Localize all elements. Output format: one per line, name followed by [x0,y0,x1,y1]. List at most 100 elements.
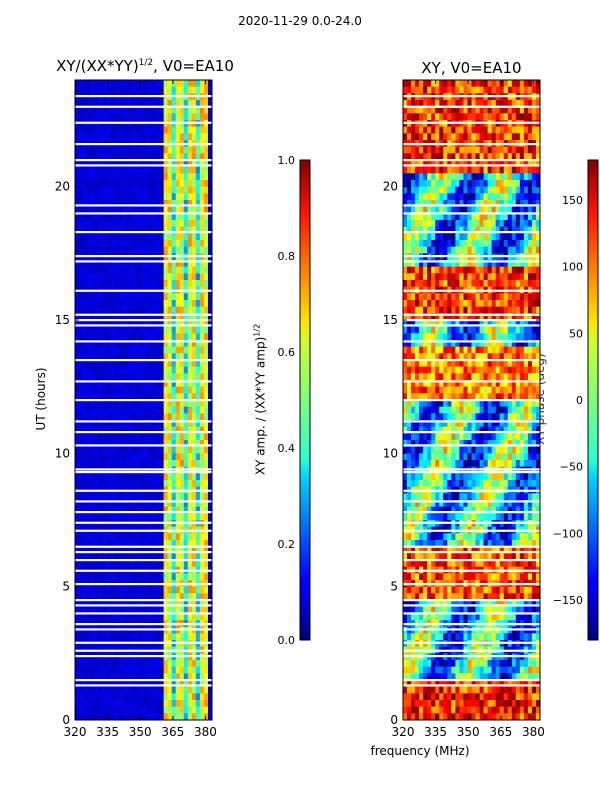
heatmap-cell [471,373,476,381]
heatmap-cell [103,406,108,414]
heatmap-cell [91,386,96,394]
heatmap-cell [119,126,124,134]
heatmap-cell [191,126,197,134]
heatmap-cell [187,586,193,594]
heatmap-cell [143,246,148,254]
heatmap-cell [531,200,537,208]
heatmap-cell [519,173,525,181]
heatmap-cell [75,146,80,154]
heatmap-cell [411,393,416,401]
heatmap-cell [115,320,120,328]
heatmap-cell [203,660,209,668]
heatmap-cell [191,186,197,194]
heatmap-cell [123,260,128,268]
heatmap-cell [463,100,468,108]
heatmap-cell [207,100,213,108]
heatmap-cell [207,226,213,234]
heatmap-cell [527,386,533,394]
heatmap-cell [119,600,124,608]
heatmap-cell [199,133,205,141]
heatmap-cell [75,333,80,341]
heatmap-cell [435,333,440,341]
heatmap-cell [163,293,169,301]
heatmap-cell [195,440,201,448]
heatmap-cell [403,186,408,194]
heatmap-cell [491,386,497,394]
heatmap-cell [115,573,120,581]
heatmap-cell [463,113,468,121]
heatmap-cell [155,186,161,194]
heatmap-cell [107,160,112,168]
heatmap-cell [159,133,165,141]
heatmap-cell [191,680,197,688]
heatmap-cell [143,233,148,241]
heatmap-cell [187,453,193,461]
heatmap-cell [535,353,541,361]
heatmap-cell [179,293,185,301]
heatmap-cell [423,106,428,114]
heatmap-cell [163,413,169,421]
heatmap-cell [207,593,213,601]
heatmap-cell [127,306,132,314]
heatmap-cell [447,193,452,201]
heatmap-cell [523,360,529,368]
heatmap-cell [435,406,440,414]
heatmap-cell [95,506,100,514]
heatmap-cell [519,126,525,134]
heatmap-cell [139,673,144,681]
heatmap-cell [135,706,140,714]
heatmap-cell [403,113,408,121]
heatmap-cell [187,373,193,381]
heatmap-cell [167,426,173,434]
heatmap-cell [535,260,541,268]
heatmap-cell [419,233,424,241]
heatmap-cell [171,86,177,94]
heatmap-cell [147,393,152,401]
heatmap-cell [183,293,189,301]
heatmap-cell [163,233,169,241]
heatmap-cell [411,133,416,141]
heatmap-cell [499,280,505,288]
heatmap-cell [183,173,189,181]
heatmap-cell [107,233,112,241]
heatmap-cell [435,193,440,201]
heatmap-cell [199,346,205,354]
heatmap-cell [83,86,88,94]
heatmap-cell [123,660,128,668]
heatmap-cell [531,160,537,168]
heatmap-cell [195,220,201,228]
heatmap-cell [467,360,472,368]
heatmap-cell [167,480,173,488]
heatmap-cell [183,260,189,268]
heatmap-cell [499,360,505,368]
heatmap-cell [163,333,169,341]
heatmap-cell [403,206,408,214]
heatmap-cell [159,573,165,581]
heatmap-cell [79,593,84,601]
heatmap-cell [91,600,96,608]
heatmap-cell [115,106,120,114]
heatmap-cell [199,420,205,428]
heatmap-cell [107,613,112,621]
heatmap-cell [159,113,165,121]
heatmap-cell [435,353,440,361]
heatmap-cell [435,246,440,254]
heatmap-cell [91,360,96,368]
heatmap-cell [103,340,108,348]
heatmap-cell [91,166,96,174]
heatmap-cell [415,153,420,161]
heatmap-cell [403,146,408,154]
heatmap-cell [179,273,185,281]
heatmap-cell [443,226,448,234]
heatmap-cell [107,346,112,354]
heatmap-cell [83,606,88,614]
heatmap-cell [95,320,100,328]
heatmap-cell [187,340,193,348]
heatmap-cell [191,480,197,488]
heatmap-cell [175,260,181,268]
heatmap-cell [491,333,497,341]
heatmap-cell [171,633,177,641]
heatmap-cell [199,126,205,134]
heatmap-cell [167,220,173,228]
heatmap-cell [455,233,460,241]
